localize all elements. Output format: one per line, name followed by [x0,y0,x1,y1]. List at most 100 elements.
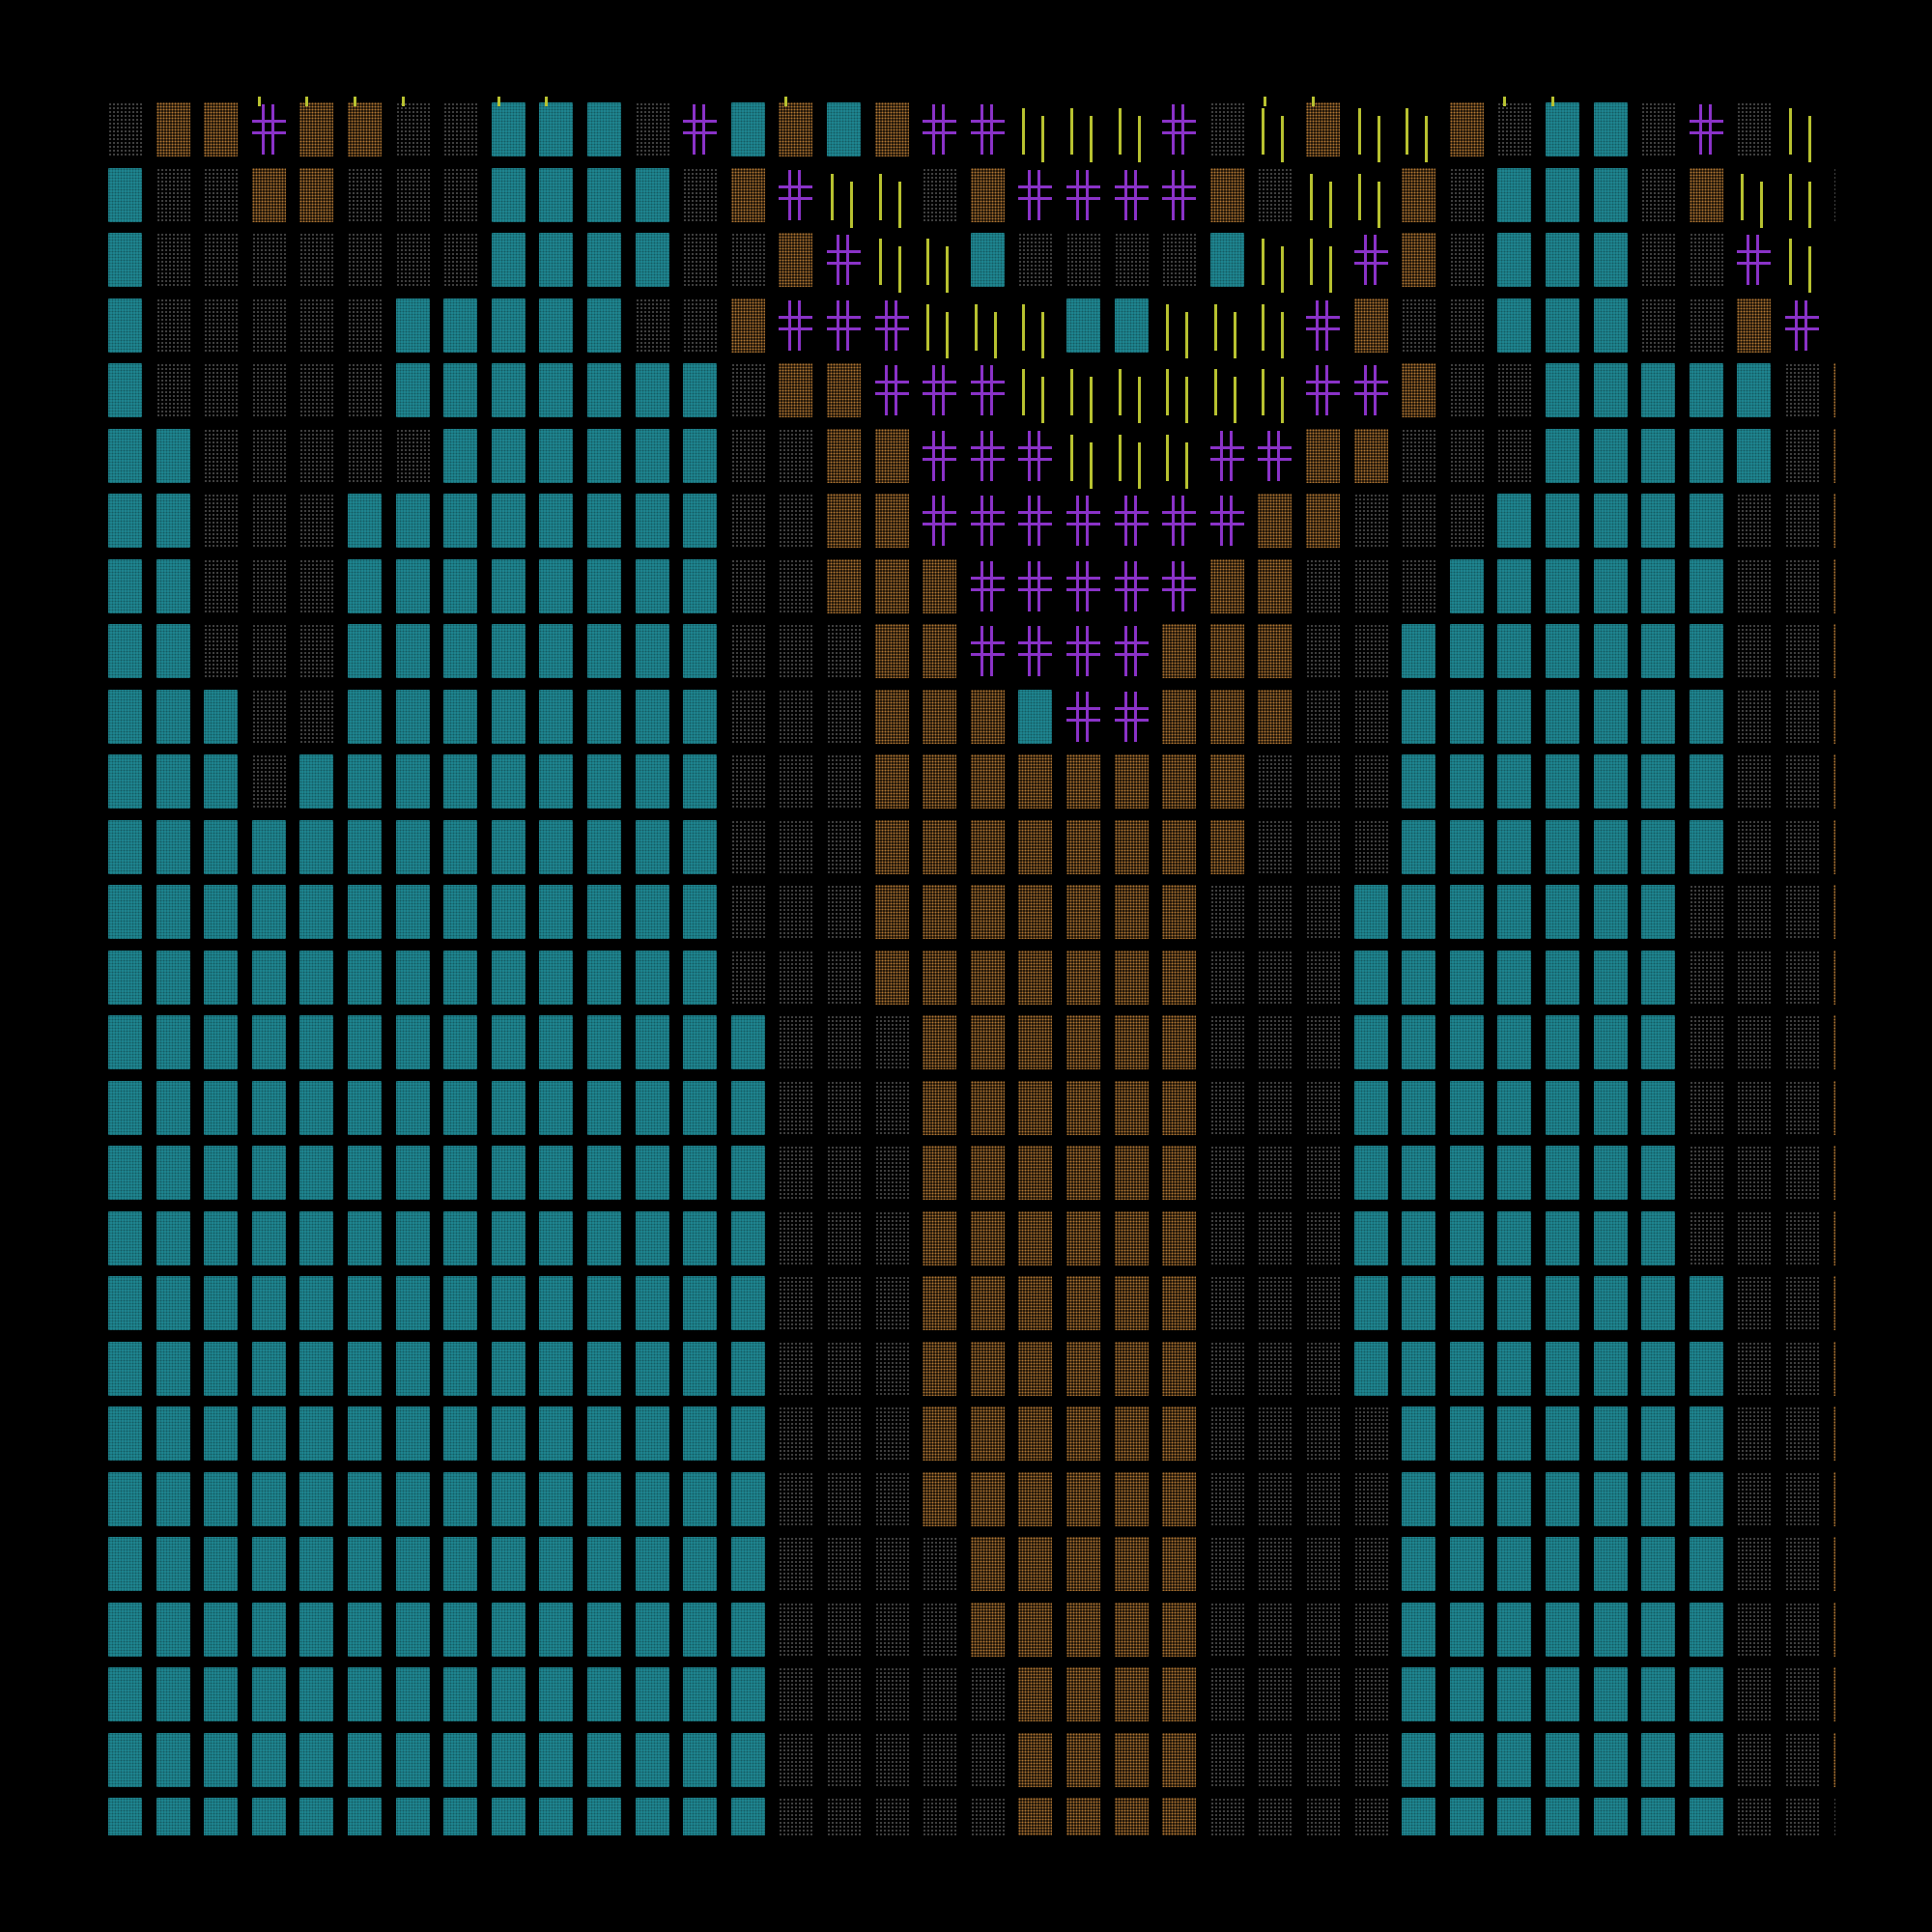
orange-dots-glyph [1833,624,1835,678]
teal-block-glyph [730,1667,765,1721]
orange-dots-glyph [1018,1015,1053,1069]
gray-dots-glyph [1306,1210,1340,1265]
grid-cell-teal-block [730,97,780,162]
orange-dots-glyph [1162,885,1197,939]
teal-block-glyph [108,1210,142,1265]
grid-cell-orange-dots [874,423,923,489]
orange-dots-glyph [1833,885,1835,939]
grid-cell-teal-block [1641,618,1690,684]
orange-dots-glyph [1833,1406,1835,1461]
teal-block-glyph [1689,558,1723,613]
grid-cell-teal-block [1546,879,1594,945]
grid-cell-teal-block [1641,554,1690,619]
gray-dots-glyph [1306,1667,1340,1721]
grid-cell-teal-block [348,1206,396,1271]
orange-dots-glyph [1162,624,1197,678]
teal-block-glyph [251,1602,286,1657]
gray-dots-glyph [874,1798,909,1835]
grid-cell-teal-block [635,1140,684,1206]
yellow-bars-glyph [1354,168,1388,222]
teal-block-glyph [1689,754,1723,809]
yellow-bars-glyph [1066,429,1100,483]
purple-double-cross-glyph [827,233,861,287]
grid-cell-purple-double-cross [970,97,1019,162]
grid-cell-orange-dots [1833,1727,1835,1793]
gray-dots-glyph [156,167,190,222]
grid-cell-gray-dots [348,162,396,228]
grid-cell-teal-block [395,1270,444,1336]
grid-cell-orange-dots [1833,1662,1835,1727]
grid-cell-gray-dots [730,749,780,814]
orange-dots-glyph [1162,819,1197,874]
teal-block-glyph [204,1276,239,1330]
gray-dots-glyph [1497,363,1532,417]
grid-cell-gray-dots [1353,749,1403,814]
teal-block-glyph [1497,1667,1532,1721]
purple-double-cross-glyph [1306,363,1340,417]
orange-dots-glyph [1162,1276,1197,1330]
grid-cell-teal-block [587,97,636,162]
orange-dots-glyph [1306,494,1340,548]
teal-block-glyph [491,1210,526,1265]
orange-dots-glyph [970,1015,1005,1069]
grid-cell-teal-block [395,293,444,358]
grid-cell-teal-block [635,879,684,945]
grid-cell-teal-block [539,945,587,1010]
grid-cell-teal-block [204,1531,252,1597]
grid-cell-teal-block [1449,1009,1498,1075]
grid-cell-gray-dots [1641,97,1690,162]
teal-block-glyph [635,167,669,222]
orange-dots-glyph [779,233,813,287]
teal-block-glyph [443,363,478,417]
orange-dots-glyph [1162,1015,1197,1069]
grid-cell-orange-dots [1833,357,1835,423]
grid-cell-teal-block [1497,945,1546,1010]
teal-block-glyph [1497,1341,1532,1396]
teal-block-glyph [1641,1667,1676,1721]
grid-cell-purple-double-cross [779,293,827,358]
orange-dots-glyph [1066,1210,1100,1265]
grid-cell-gray-dots [1209,1531,1259,1597]
gray-dots-glyph [395,233,430,287]
grid-cell-gray-dots [779,1401,827,1466]
purple-double-cross-glyph [970,429,1005,483]
grid-cell-teal-block [1449,554,1498,619]
grid-cell-orange-dots [1833,554,1835,619]
teal-block-glyph [1497,1732,1532,1787]
teal-block-glyph [635,233,669,287]
gray-dots-glyph [1737,1080,1772,1135]
grid-cell-purple-double-cross [1066,162,1115,228]
yellow-tick-mark [354,97,356,106]
grid-cell-teal-block [251,1401,300,1466]
teal-block-glyph [108,1146,142,1200]
grid-cell-teal-block [635,357,684,423]
teal-block-glyph [1353,885,1388,939]
orange-dots-glyph [874,885,909,939]
grid-cell-gray-dots [1497,97,1546,162]
grid-cell-orange-dots [1833,1075,1835,1141]
teal-block-glyph [1641,1080,1676,1135]
teal-block-glyph [1402,885,1436,939]
grid-cell-gray-dots [1353,1662,1403,1727]
grid-cell-teal-block [395,879,444,945]
grid-cell-teal-block [730,1401,780,1466]
orange-dots-glyph [970,754,1005,809]
grid-cell-gray-dots [827,945,875,1010]
teal-block-glyph [1402,1667,1436,1721]
orange-dots-glyph [1114,1210,1149,1265]
grid-cell-teal-block [348,1597,396,1662]
grid-cell-teal-block [156,1531,205,1597]
grid-cell-teal-block [1497,879,1546,945]
teal-block-glyph [348,1602,382,1657]
purple-double-cross-glyph [779,298,813,353]
grid-cell-teal-block [108,749,156,814]
grid-cell-teal-block [443,1336,492,1402]
grid-cell-teal-block [1641,945,1690,1010]
teal-block-glyph [348,1732,382,1787]
grid-cell-gray-dots [923,1531,971,1597]
grid-cell-gray-dots [1306,1662,1354,1727]
teal-block-glyph [348,1798,382,1835]
grid-cell-teal-block [1497,1140,1546,1206]
teal-block-glyph [1593,363,1628,417]
gray-dots-glyph [1258,1732,1293,1787]
